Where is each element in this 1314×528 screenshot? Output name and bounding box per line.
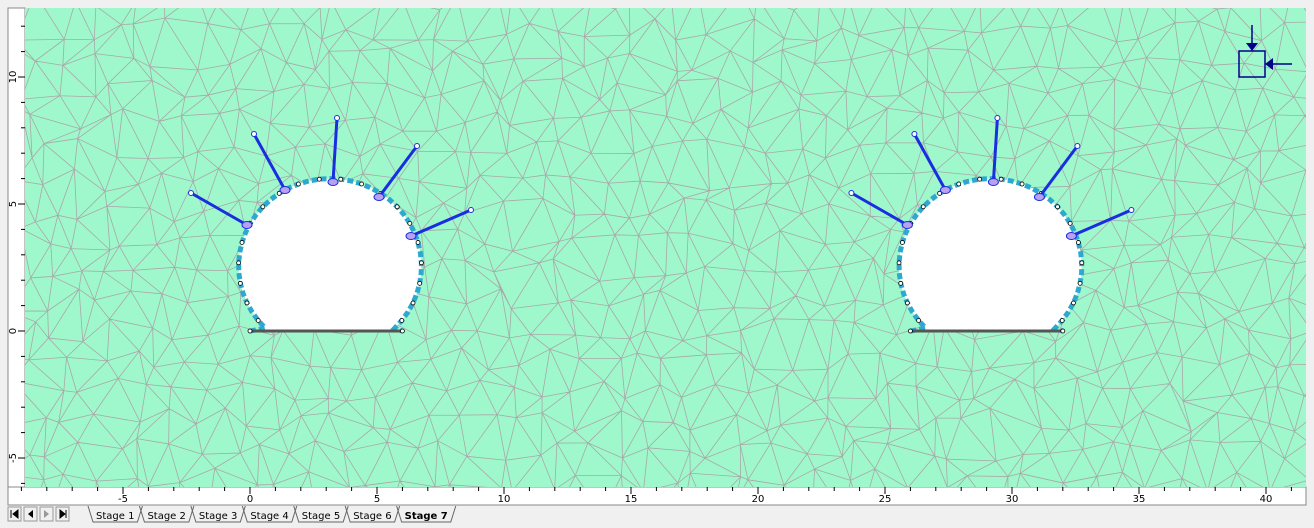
x-ruler-label: -5	[118, 494, 128, 505]
app-window: -5 0 5 10 15 20 25 30 35 40 10 5 0 -5 Stage 1 Stage 2 St…	[0, 0, 1314, 524]
node	[1076, 240, 1080, 244]
stage-tab[interactable]: Stage 4	[250, 511, 288, 522]
node	[248, 329, 252, 333]
bolt-end	[1075, 144, 1080, 149]
node	[1056, 205, 1060, 209]
bolt-plate	[374, 194, 384, 201]
node	[1020, 182, 1024, 186]
node	[1071, 301, 1075, 305]
bolt-end	[912, 132, 917, 137]
node	[957, 182, 961, 186]
stage-tab[interactable]: Stage 2	[147, 511, 185, 522]
node	[1080, 261, 1084, 265]
x-ruler-label: 30	[1006, 494, 1019, 505]
y-ruler-label: 5	[8, 201, 19, 207]
node	[899, 281, 903, 285]
y-ruler-label: 0	[8, 328, 19, 334]
bolt-plate	[902, 222, 912, 229]
node	[1068, 221, 1072, 225]
node	[240, 240, 244, 244]
node	[245, 301, 249, 305]
node	[978, 177, 982, 181]
stage-tab[interactable]: Stage 5	[302, 511, 340, 522]
node	[900, 240, 904, 244]
x-ruler-label: 20	[752, 494, 765, 505]
node	[418, 281, 422, 285]
bolt-end	[469, 208, 474, 213]
node	[1060, 318, 1064, 322]
bolt-end	[995, 116, 1000, 121]
node	[360, 182, 364, 186]
node	[400, 318, 404, 322]
node	[261, 205, 265, 209]
node	[999, 177, 1003, 181]
stage-tab[interactable]: Stage 1	[96, 511, 134, 522]
horizontal-ruler	[8, 487, 1306, 505]
bolt-end	[1129, 208, 1134, 213]
node	[1078, 281, 1082, 285]
node	[416, 240, 420, 244]
bolt-end	[189, 191, 194, 196]
node	[411, 301, 415, 305]
x-ruler-label: 10	[498, 494, 511, 505]
x-ruler-label: 0	[247, 494, 253, 505]
node	[296, 182, 300, 186]
bolt-plate	[940, 187, 950, 194]
bolt-plate	[406, 233, 416, 240]
x-ruler-label: 25	[879, 494, 892, 505]
x-ruler-label: 5	[374, 494, 380, 505]
model-viewport[interactable]	[0, 0, 1314, 524]
bolt-plate	[242, 222, 252, 229]
bolt-plate	[328, 179, 338, 186]
node	[1061, 329, 1065, 333]
node	[897, 261, 901, 265]
stage-tab[interactable]: Stage 3	[199, 511, 237, 522]
node	[400, 329, 404, 333]
node	[339, 177, 343, 181]
x-ruler-label: 35	[1133, 494, 1146, 505]
x-ruler-label: 40	[1260, 494, 1273, 505]
node	[419, 261, 423, 265]
stage-tab[interactable]: Stage 6	[353, 511, 391, 522]
node	[917, 318, 921, 322]
node	[238, 281, 242, 285]
node	[905, 301, 909, 305]
stage-tab[interactable]: Stage 7	[405, 511, 448, 522]
y-ruler-label: 10	[8, 71, 19, 84]
bolt-plate	[1034, 194, 1044, 201]
node	[395, 205, 399, 209]
bolt-plate	[988, 179, 998, 186]
bolt-end	[849, 191, 854, 196]
node	[256, 318, 260, 322]
node	[908, 329, 912, 333]
node	[237, 261, 241, 265]
node	[317, 177, 321, 181]
node	[408, 221, 412, 225]
bolt-plate	[1066, 233, 1076, 240]
x-ruler-label: 15	[625, 494, 638, 505]
bolt-end	[252, 132, 257, 137]
bolt-plate	[280, 187, 290, 194]
bolt-end	[415, 144, 420, 149]
bolt-end	[335, 116, 340, 121]
node	[921, 205, 925, 209]
y-ruler-label: -5	[8, 453, 19, 463]
